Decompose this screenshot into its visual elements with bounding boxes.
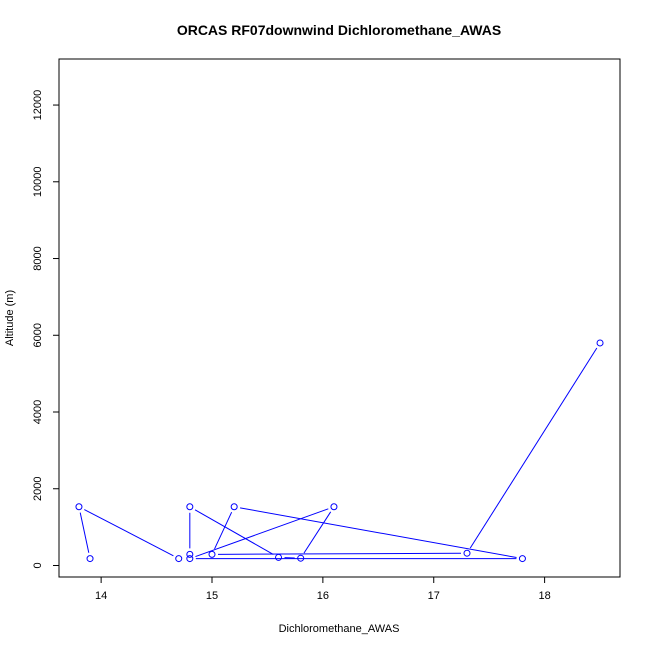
data-point xyxy=(208,550,216,558)
series-segment xyxy=(79,512,90,553)
y-tick-label: 6000 xyxy=(32,323,44,347)
plot-frame xyxy=(58,58,621,578)
series-segment xyxy=(303,511,332,554)
y-tick-label: 8000 xyxy=(32,246,44,270)
series-segment xyxy=(469,347,598,549)
data-point xyxy=(596,339,604,347)
series-segment xyxy=(194,509,274,555)
data-point xyxy=(297,554,305,562)
chart-title: ORCAS RF07downwind Dichloromethane_AWAS xyxy=(177,22,501,38)
data-point xyxy=(330,503,338,511)
series-segment xyxy=(84,509,174,557)
data-point xyxy=(86,555,94,563)
x-axis: 14 15 16 17 18 xyxy=(95,576,551,602)
x-tick-label: 17 xyxy=(428,590,440,602)
series-points xyxy=(75,339,604,563)
data-point xyxy=(186,503,194,511)
y-tick-label: 4000 xyxy=(32,400,44,424)
data-point xyxy=(463,549,471,557)
series-segment xyxy=(214,512,233,550)
x-tick-label: 15 xyxy=(206,590,218,602)
x-tick-label: 18 xyxy=(538,590,550,602)
y-axis: 0 2000 4000 6000 8000 10000 12000 xyxy=(32,90,60,569)
y-axis-label: Altitude (m) xyxy=(4,290,16,346)
data-point xyxy=(186,550,194,558)
y-tick-label: 12000 xyxy=(32,90,44,121)
data-point xyxy=(518,555,526,563)
x-axis-label: Dichloromethane_AWAS xyxy=(279,623,400,635)
x-tick-label: 16 xyxy=(317,590,329,602)
series-segment xyxy=(195,508,329,558)
data-point xyxy=(275,553,283,561)
series-segment xyxy=(239,507,517,559)
x-tick-label: 14 xyxy=(95,590,107,602)
data-point xyxy=(175,555,183,563)
data-point xyxy=(186,555,194,563)
series-line xyxy=(79,347,598,560)
y-tick-label: 10000 xyxy=(32,166,44,197)
data-point xyxy=(75,503,83,511)
data-point xyxy=(230,503,238,511)
series-segment xyxy=(217,552,462,555)
y-tick-label: 0 xyxy=(32,562,44,568)
y-tick-label: 2000 xyxy=(32,477,44,501)
